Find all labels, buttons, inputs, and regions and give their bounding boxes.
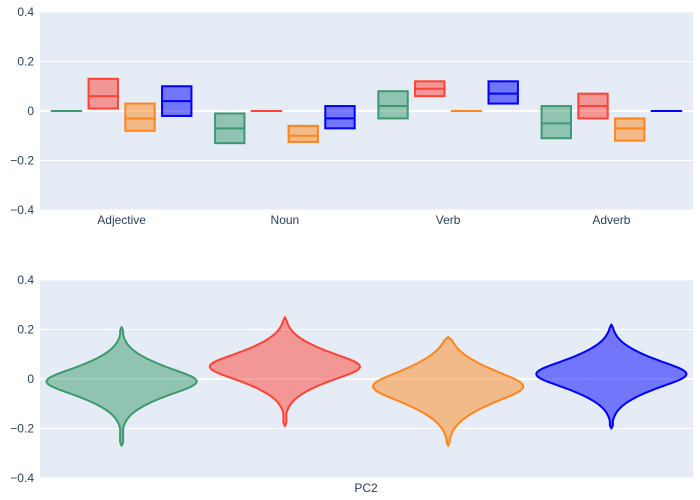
box-mark — [214, 112, 246, 145]
box-rect — [324, 105, 356, 130]
box-rect — [87, 77, 119, 110]
box-mark — [161, 85, 193, 117]
box-rect — [487, 80, 519, 105]
violin-mark — [372, 335, 525, 447]
y-tick-label: −0.4 — [10, 203, 34, 217]
x-tick-label: Adjective — [97, 213, 146, 227]
y-tick-label: −0.2 — [10, 154, 34, 168]
violin-chart-violins — [45, 316, 688, 447]
box-chart: 0.4 0.2 0 −0.2 −0.4 Adjective Noun Verb Adverb — [10, 5, 693, 227]
violin-chart-x-axis-label: PC2 — [354, 481, 378, 495]
x-tick-label: Noun — [271, 213, 300, 227]
box-chart-gridlines — [40, 11, 693, 211]
box-chart-x-ticks: Adjective Noun Verb Adverb — [97, 213, 630, 227]
box-rect — [377, 90, 409, 120]
box-rect — [540, 105, 572, 140]
violin-chart-y-ticks: 0.4 0.2 0 −0.2 −0.4 — [10, 273, 34, 485]
box-rect — [287, 124, 319, 143]
y-tick-label: 0.2 — [17, 323, 34, 337]
box-chart-y-ticks: 0.4 0.2 0 −0.2 −0.4 — [10, 5, 34, 217]
x-tick-label: Adverb — [592, 213, 630, 227]
violin-chart: 0.4 0.2 0 −0.2 −0.4 PC2 — [10, 273, 693, 495]
box-mark — [540, 105, 572, 140]
y-tick-label: 0 — [27, 372, 34, 386]
violin-mark — [45, 326, 198, 447]
violin-mark — [535, 323, 688, 430]
y-tick-label: 0.2 — [17, 55, 34, 69]
y-tick-label: 0.4 — [17, 5, 34, 19]
y-tick-label: 0 — [27, 104, 34, 118]
violin-chart-gridlines — [40, 279, 693, 479]
box-mark — [124, 102, 156, 132]
box-mark — [324, 105, 356, 130]
box-mark — [577, 92, 609, 120]
box-mark — [614, 117, 646, 142]
y-tick-label: 0.4 — [17, 273, 34, 287]
box-rect — [124, 102, 156, 132]
violin-mark — [208, 316, 361, 428]
box-mark — [487, 80, 519, 105]
x-tick-label: Verb — [436, 213, 461, 227]
y-tick-label: −0.4 — [10, 471, 34, 485]
box-rect — [614, 117, 646, 142]
box-chart-boxes — [50, 77, 683, 145]
box-mark — [377, 90, 409, 120]
y-tick-label: −0.2 — [10, 422, 34, 436]
box-mark — [87, 77, 119, 110]
box-mark — [287, 124, 319, 143]
box-mark — [414, 80, 446, 98]
